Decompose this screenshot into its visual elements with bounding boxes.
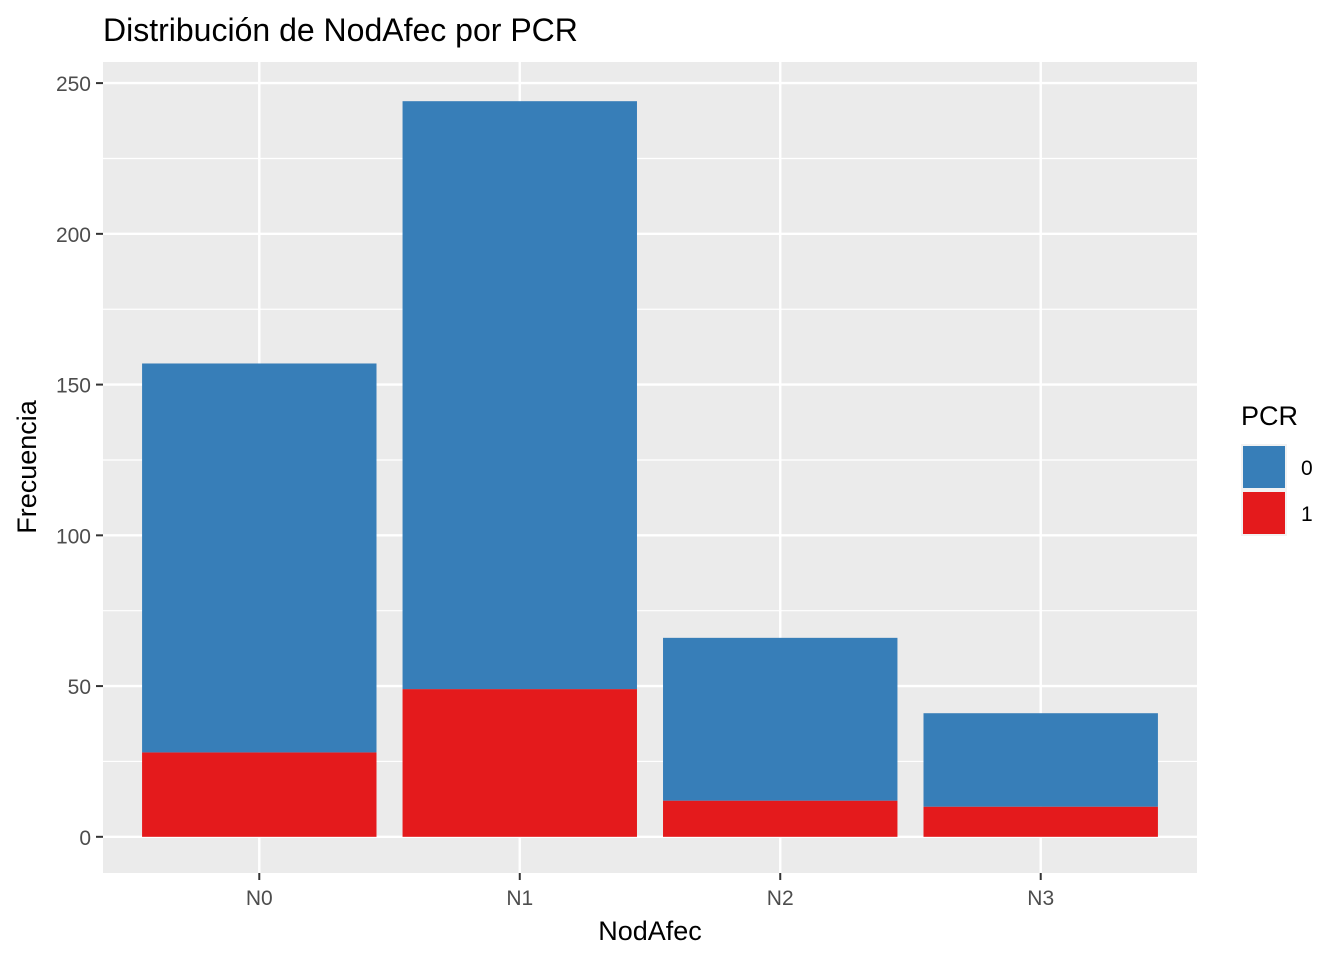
y-tick-label: 100: [56, 525, 91, 548]
legend: PCR 01: [1241, 401, 1313, 536]
bar-n0-pcr-0: [142, 363, 377, 753]
x-axis-title: NodAfec: [598, 916, 702, 946]
legend-label-1: 1: [1301, 503, 1313, 526]
y-axis: 0 50 100 150 200 250: [56, 73, 103, 850]
chart-title: Distribución de NodAfec por PCR: [103, 12, 578, 48]
bar-n2-pcr-0: [663, 637, 898, 801]
bar-n0-pcr-1: [142, 752, 377, 837]
x-tick-label-n1: N1: [506, 887, 533, 910]
bar-n1-pcr-0: [402, 101, 637, 690]
bar-n2-pcr-1: [663, 800, 898, 837]
x-tick-label-n2: N2: [767, 887, 794, 910]
y-axis-title: Frecuencia: [12, 399, 42, 534]
x-tick-label-n0: N0: [246, 887, 273, 910]
legend-items: 01: [1241, 444, 1313, 536]
x-axis: N0 N1 N2 N3: [246, 873, 1054, 910]
bars-layer: [142, 101, 1158, 837]
y-tick-label: 150: [56, 375, 91, 398]
bar-n3-pcr-0: [923, 713, 1158, 807]
legend-label-0: 0: [1301, 457, 1313, 480]
legend-swatch-0: [1243, 446, 1285, 488]
legend-title: PCR: [1241, 401, 1298, 431]
x-tick-label-n3: N3: [1027, 887, 1054, 910]
y-tick-label: 0: [79, 827, 91, 850]
y-tick-label: 200: [56, 224, 91, 247]
legend-swatch-1: [1243, 492, 1285, 534]
y-tick-label: 250: [56, 73, 91, 96]
bar-n3-pcr-1: [923, 806, 1158, 837]
bar-n1-pcr-1: [402, 689, 637, 837]
y-tick-label: 50: [68, 676, 91, 699]
